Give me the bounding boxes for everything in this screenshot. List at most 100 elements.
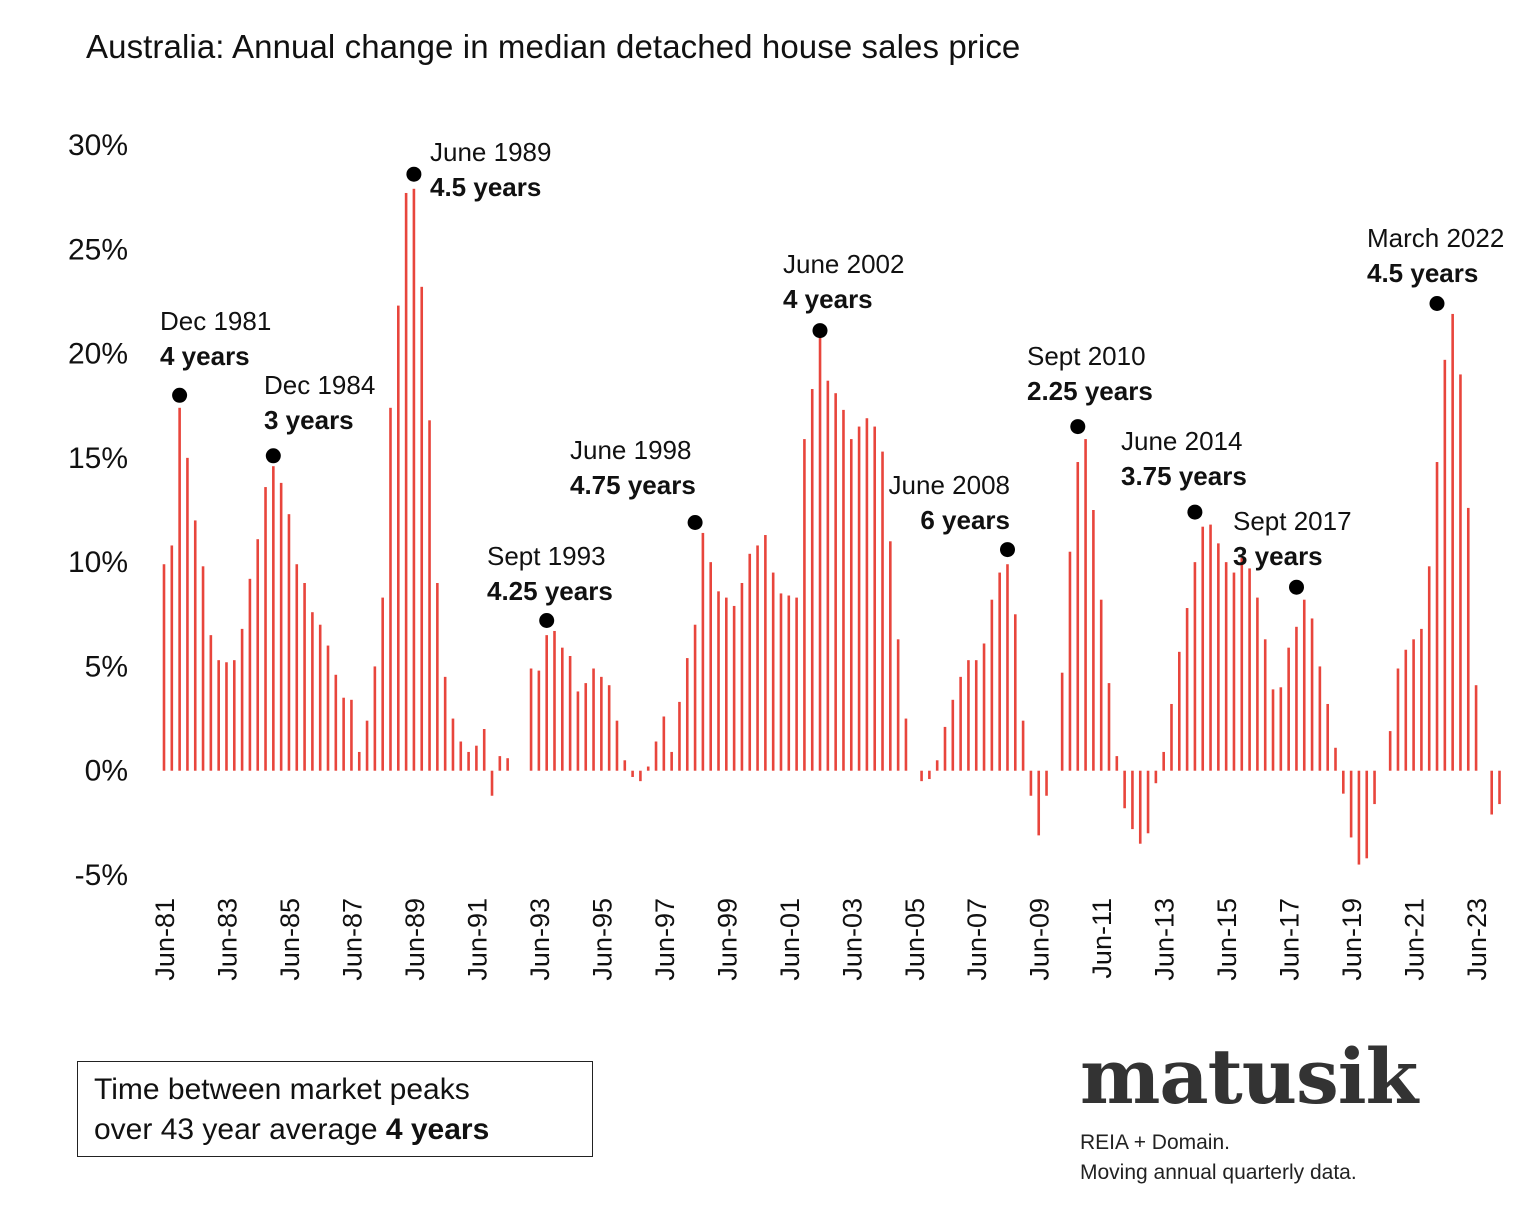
bar [1107, 683, 1111, 771]
bar [1201, 526, 1205, 771]
bar [1193, 562, 1197, 771]
peak-duration: 4.75 years [570, 470, 696, 500]
bar [443, 676, 447, 771]
bar [256, 539, 260, 771]
bar [951, 699, 955, 771]
bar [1185, 608, 1189, 771]
bar [1099, 599, 1103, 771]
bar [1474, 685, 1478, 771]
bar [1271, 689, 1275, 771]
bar [272, 466, 275, 771]
bar [779, 593, 783, 771]
bar [1068, 551, 1072, 771]
peak-duration: 3 years [264, 405, 354, 435]
bar [193, 520, 197, 771]
bar [545, 635, 548, 771]
bar [865, 418, 869, 771]
bar [1021, 720, 1025, 771]
bar [740, 583, 744, 771]
peak-duration: 4 years [160, 341, 250, 371]
bar [1459, 374, 1462, 771]
peak-label: Dec 1984 [264, 370, 375, 400]
bar [1178, 651, 1181, 771]
bar [1248, 568, 1251, 771]
source-note: REIA + Domain. Moving annual quarterly d… [1080, 1128, 1357, 1188]
bar [1209, 524, 1212, 771]
bar [818, 336, 822, 771]
bar [600, 676, 603, 771]
bar [998, 572, 1001, 771]
y-tick-label: 25% [68, 233, 128, 266]
bar [1412, 639, 1415, 771]
bar [350, 699, 353, 771]
peak-marker [1070, 419, 1086, 435]
bar [1451, 313, 1454, 771]
bar [1334, 747, 1337, 771]
bar [568, 656, 572, 771]
bars [162, 188, 1501, 865]
bar [186, 457, 189, 771]
peak-summary-line2: over 43 year average 4 years [94, 1110, 576, 1150]
bar [904, 718, 908, 771]
bar [1302, 599, 1306, 771]
bar [498, 756, 502, 771]
bar [1318, 666, 1322, 771]
bar [1170, 703, 1173, 771]
bar [920, 770, 923, 782]
bar [397, 305, 400, 771]
bar [1123, 770, 1126, 809]
bar [896, 639, 900, 771]
bar [295, 564, 299, 771]
x-tick-label: Jun-03 [837, 898, 867, 981]
peak-duration: 3 years [1233, 541, 1323, 571]
peak-label: June 2008 [889, 470, 1010, 500]
bar [873, 426, 877, 771]
bar [389, 407, 392, 771]
bar [451, 718, 455, 771]
x-tick-label: Jun-83 [213, 898, 243, 981]
peak-duration: 4 years [783, 284, 873, 314]
bar [342, 697, 345, 771]
bar-chart: 30%25%20%15%10%5%0%-5% Jun-81 Jun-83 Jun-8… [68, 129, 1504, 981]
peak-label: June 1998 [570, 435, 691, 465]
y-tick-label: 10% [68, 546, 128, 579]
bar [506, 758, 509, 771]
bar [240, 628, 244, 771]
bar [764, 535, 767, 771]
bar [662, 716, 666, 771]
bar [178, 407, 181, 771]
bar [467, 751, 470, 771]
bar [365, 720, 369, 771]
bar [1498, 770, 1501, 805]
bar [162, 564, 166, 771]
bar [1115, 756, 1119, 771]
bar [357, 751, 361, 771]
peak-marker [1187, 504, 1203, 520]
bar [1349, 770, 1353, 838]
bar [889, 541, 892, 771]
y-tick-label: 5% [85, 650, 128, 683]
bar [553, 630, 556, 771]
bar [232, 660, 236, 771]
bar [1256, 597, 1259, 771]
bar [381, 597, 384, 771]
x-tick-label: Jun-09 [1025, 898, 1055, 981]
peak-label: June 2002 [783, 249, 904, 279]
bar [201, 566, 205, 771]
bar [1396, 668, 1400, 771]
bar [576, 691, 580, 771]
x-tick-label: Jun-87 [337, 898, 367, 981]
bar [959, 676, 962, 771]
bar [1154, 770, 1158, 784]
x-tick-label: Jun-93 [525, 898, 555, 981]
bar [1404, 649, 1408, 771]
bar [1263, 639, 1267, 771]
peak-label: June 2014 [1121, 426, 1242, 456]
x-axis: Jun-81 Jun-83 Jun-85 Jun-87 Jun-89 Jun-91 Jun-… [150, 898, 1492, 981]
bar [928, 770, 931, 780]
bar [756, 545, 759, 771]
bar [1217, 543, 1220, 771]
peak-summary-line2-prefix: over 43 year average [94, 1113, 386, 1146]
x-tick-label: Jun-21 [1400, 898, 1430, 981]
peak-summary-average: 4 years [385, 1113, 490, 1146]
